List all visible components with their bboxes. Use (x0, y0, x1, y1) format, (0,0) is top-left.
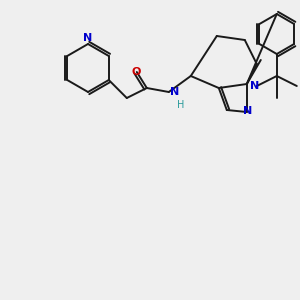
Text: N: N (83, 33, 93, 43)
Text: H: H (177, 100, 184, 110)
Text: N: N (170, 87, 179, 97)
Text: N: N (250, 81, 259, 91)
Text: O: O (131, 67, 140, 77)
Text: N: N (243, 106, 252, 116)
